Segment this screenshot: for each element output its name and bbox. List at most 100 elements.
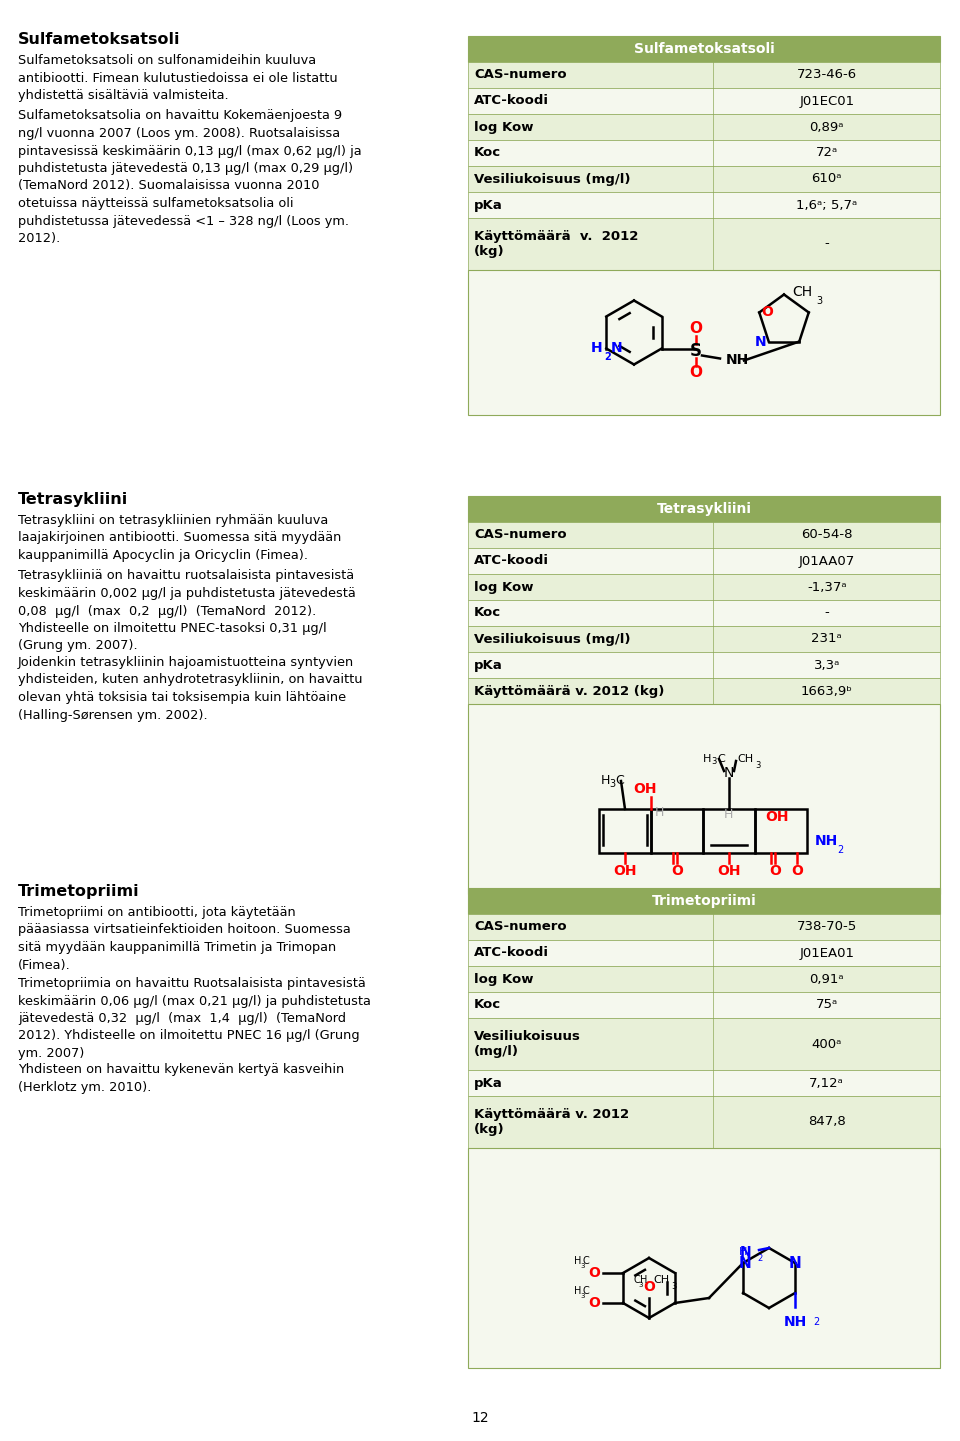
Text: CAS-numero: CAS-numero [474,529,566,542]
Text: Vesiliukoisuus (mg/l): Vesiliukoisuus (mg/l) [474,633,631,646]
Text: O: O [689,365,703,380]
Text: 2: 2 [604,352,611,362]
Text: 75ᵃ: 75ᵃ [816,999,838,1012]
Text: 0,91ᵃ: 0,91ᵃ [809,973,844,986]
Text: C: C [634,1275,640,1285]
Text: 738-70-5: 738-70-5 [797,921,857,934]
Text: 3,3ᵃ: 3,3ᵃ [813,659,840,672]
Text: CAS-numero: CAS-numero [474,921,566,934]
Text: N: N [611,342,622,356]
Bar [468,548,940,574]
Bar [468,114,940,140]
Bar [468,269,940,415]
Text: O: O [791,865,803,878]
Text: O: O [769,865,780,878]
Bar [468,166,940,192]
Text: Käyttömäärä v. 2012
(kg): Käyttömäärä v. 2012 (kg) [474,1108,629,1136]
Text: NH: NH [815,834,838,847]
Bar [468,522,940,548]
Bar [468,36,940,62]
Text: 3: 3 [816,297,822,307]
Text: N: N [756,334,767,349]
Bar [468,218,940,269]
Text: 3: 3 [581,1262,585,1270]
Text: Vesiliukoisuus (mg/l): Vesiliukoisuus (mg/l) [474,173,631,186]
Text: Vesiliukoisuus
(mg/l): Vesiliukoisuus (mg/l) [474,1030,581,1058]
Bar [468,599,940,625]
Text: O: O [588,1295,600,1310]
Text: 3: 3 [609,780,615,790]
Text: Käyttömäärä v. 2012 (kg): Käyttömäärä v. 2012 (kg) [474,684,664,697]
Bar [468,888,940,914]
Text: OH: OH [765,810,788,824]
Text: H: H [574,1285,581,1295]
Text: pKa: pKa [474,659,503,672]
Text: log Kow: log Kow [474,581,534,594]
Text: 723-46-6: 723-46-6 [797,69,856,82]
Text: OH: OH [717,865,741,878]
Text: CH: CH [737,754,754,764]
Text: Sulfametoksatsoli on sulfonamideihin kuuluva
antibiootti. Fimean kulutustiedoiss: Sulfametoksatsoli on sulfonamideihin kuu… [18,53,338,102]
Text: Sulfametoksatsolia on havaittu Kokemäenjoesta 9
ng/l vuonna 2007 (Loos ym. 2008): Sulfametoksatsolia on havaittu Kokemäenj… [18,110,362,245]
Text: N: N [738,1255,752,1271]
Text: Trimetopriimia on havaittu Ruotsalaisista pintavesistä
keskimäärin 0,06 µg/l (ma: Trimetopriimia on havaittu Ruotsalaisist… [18,977,371,1061]
Bar [468,1017,940,1071]
Text: Tetrasykliini on tetrasykliinien ryhmään kuuluva
laajakirjoinen antibiootti. Suo: Tetrasykliini on tetrasykliinien ryhmään… [18,514,342,562]
Text: N: N [739,1245,751,1259]
Bar [468,496,940,522]
Text: 12: 12 [471,1411,489,1425]
Bar [468,1097,940,1148]
Bar [468,651,940,679]
Text: J01EC01: J01EC01 [799,95,854,108]
Bar [468,1071,940,1097]
Text: log Kow: log Kow [474,121,534,134]
Text: H: H [703,754,711,764]
Text: 3: 3 [638,1282,643,1288]
Text: 231ᵃ: 231ᵃ [811,633,842,646]
Text: ATC-koodi: ATC-koodi [474,555,549,568]
Bar [468,940,940,965]
Text: OH: OH [634,782,657,795]
Text: C: C [583,1285,589,1295]
Text: 2: 2 [813,1317,819,1327]
Text: Trimetopriimi on antibiootti, jota käytetään
pääasiassa virtsatieinfektioiden ho: Trimetopriimi on antibiootti, jota käyte… [18,906,350,971]
Text: J01EA01: J01EA01 [800,947,854,960]
Bar [468,1148,940,1368]
Text: -: - [825,607,829,620]
Text: -1,37ᵃ: -1,37ᵃ [807,581,847,594]
Text: H: H [738,1246,747,1257]
Text: O: O [671,865,683,878]
Text: Sulfametoksatsoli: Sulfametoksatsoli [18,32,180,48]
Bar [468,914,940,940]
Text: 2: 2 [757,1254,762,1262]
Text: 0,89ᵃ: 0,89ᵃ [809,121,844,134]
Bar [468,705,940,893]
Text: ATC-koodi: ATC-koodi [474,947,549,960]
Text: 1,6ᵃ; 5,7ᵃ: 1,6ᵃ; 5,7ᵃ [796,199,857,212]
Text: O: O [643,1280,655,1294]
Text: H: H [600,774,610,787]
Text: OH: OH [613,865,636,878]
Text: S: S [690,342,702,359]
Text: Koc: Koc [474,147,501,160]
Bar [468,991,940,1017]
Text: H: H [590,342,602,356]
Text: 72ᵃ: 72ᵃ [816,147,838,160]
Text: Yhdisteen on havaittu kykenevän kertyä kasveihin
(Herklotz ym. 2010).: Yhdisteen on havaittu kykenevän kertyä k… [18,1063,345,1094]
Text: Trimetopriimi: Trimetopriimi [652,893,756,908]
Bar [468,88,940,114]
Text: 3: 3 [711,757,716,767]
Text: Tetrasykliini: Tetrasykliini [18,491,129,507]
Text: C: C [615,774,624,787]
Text: 2: 2 [837,844,843,855]
Bar [468,965,940,991]
Text: 60-54-8: 60-54-8 [801,529,852,542]
Text: Tetrasykliini: Tetrasykliini [657,501,752,516]
Text: 7,12ᵃ: 7,12ᵃ [809,1076,844,1089]
Text: 400ᵃ: 400ᵃ [811,1038,842,1050]
Text: N: N [724,767,734,780]
Bar [468,679,940,705]
Text: 847,8: 847,8 [808,1115,846,1128]
Text: 3: 3 [671,1282,677,1291]
Text: CH: CH [653,1275,669,1285]
